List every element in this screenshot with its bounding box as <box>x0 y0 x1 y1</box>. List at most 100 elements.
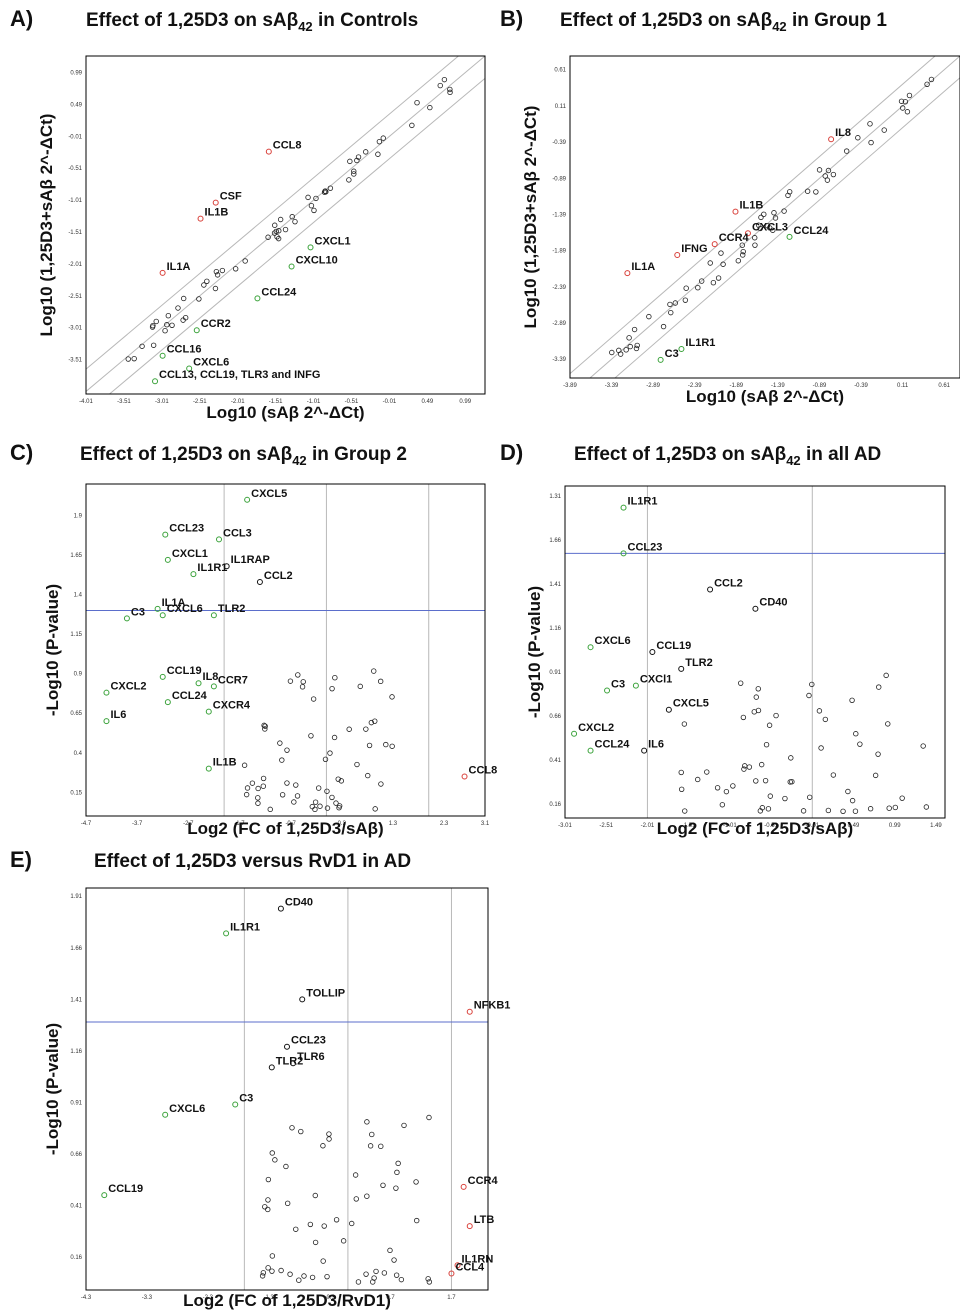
x-tick-label: -4.01 <box>79 399 93 405</box>
data-point <box>757 225 763 232</box>
data-point <box>150 322 156 329</box>
point-label: CD40 <box>759 597 787 609</box>
data-point <box>902 99 909 105</box>
data-point <box>335 776 341 782</box>
data-point <box>262 726 268 732</box>
labelled-point <box>307 244 314 251</box>
y-tick-label: 1.4 <box>74 593 83 599</box>
point-label: CXCL6 <box>169 1103 205 1115</box>
data-point <box>364 1119 370 1125</box>
x-tick-label: -2.7 <box>183 821 194 827</box>
data-point <box>373 1268 379 1275</box>
x-tick-label: -3.7 <box>132 821 143 827</box>
data-point <box>324 1273 330 1280</box>
data-point <box>351 171 357 177</box>
data-point <box>427 104 433 111</box>
data-point <box>740 248 746 255</box>
labelled-point <box>299 996 306 1003</box>
data-point <box>315 785 322 791</box>
data-point <box>265 1265 271 1271</box>
point-label: CCL2 <box>714 577 743 589</box>
y-tick-label: -1.39 <box>552 212 566 218</box>
data-point <box>372 718 378 724</box>
x-axis-label: Log10 (sAβ 2^-ΔCt) <box>206 403 364 422</box>
point-label: CXCL1 <box>315 235 351 247</box>
x-tick-label: -0.3 <box>324 1295 335 1301</box>
data-point <box>212 285 219 292</box>
data-point <box>267 806 273 813</box>
data-point <box>329 794 335 801</box>
data-point <box>153 318 159 325</box>
labelled-point <box>711 241 718 248</box>
data-point <box>899 795 905 801</box>
data-point <box>346 726 352 732</box>
labelled-point <box>732 208 739 215</box>
data-point <box>698 278 705 284</box>
data-point <box>301 1273 307 1279</box>
x-axis-label: Log2 (FC of 1,25D3/RvD1) <box>183 1291 391 1310</box>
data-point <box>771 210 777 216</box>
data-point <box>683 285 689 291</box>
labelled-point <box>162 531 169 538</box>
point-label: TLR2 <box>276 1055 304 1067</box>
data-point <box>324 788 330 794</box>
point-label: CCL24 <box>794 225 830 237</box>
labelled-point <box>828 136 835 143</box>
data-point <box>924 81 930 87</box>
point-label: CCR7 <box>218 674 248 686</box>
point-label: C3 <box>131 606 145 618</box>
data-point <box>786 189 793 195</box>
labelled-point <box>193 327 200 334</box>
data-point <box>287 1271 293 1277</box>
point-label: CCL3 <box>223 527 252 539</box>
y-axis-label: Log10 (1,25D3+sAβ 2^-ΔCt) <box>37 114 56 337</box>
data-point <box>447 89 453 96</box>
data-point <box>255 800 261 806</box>
x-tick-label: -0.01 <box>383 399 397 405</box>
data-point <box>317 803 323 809</box>
labelled-point <box>210 612 217 619</box>
data-point <box>667 301 673 308</box>
data-point <box>311 207 317 214</box>
data-point <box>886 805 892 811</box>
data-point <box>310 696 317 702</box>
panel-letter: C) <box>10 440 33 465</box>
x-tick-label: 0.99 <box>889 823 901 829</box>
labelled-point <box>159 269 166 276</box>
data-point <box>125 356 131 362</box>
plot-frame <box>569 55 960 379</box>
diagonal-line <box>570 56 936 375</box>
point-label: CCL24 <box>595 739 631 751</box>
data-point <box>369 1131 375 1138</box>
data-point <box>377 678 384 685</box>
data-point <box>282 226 289 233</box>
data-point <box>368 719 375 726</box>
data-point <box>646 313 652 320</box>
data-point <box>169 322 175 328</box>
y-axis-label: -Log10 (P-value) <box>43 584 62 716</box>
data-point <box>277 740 283 746</box>
data-point <box>242 258 248 264</box>
labelled-point <box>205 708 212 715</box>
panel-title: Effect of 1,25D3 on sAβ42 in Group 2 <box>80 444 407 468</box>
data-point <box>767 793 774 799</box>
labelled-point <box>744 230 751 237</box>
data-point <box>284 780 290 786</box>
labelled-point <box>159 673 166 680</box>
data-point <box>269 1268 275 1274</box>
data-point <box>292 218 298 225</box>
y-tick-label: 0.99 <box>70 71 82 77</box>
point-label: CCL24 <box>261 286 297 298</box>
data-point <box>249 780 256 786</box>
x-tick-label: -3.89 <box>563 383 577 389</box>
x-tick-label: -1.51 <box>269 399 283 405</box>
y-tick-label: 0.9 <box>74 672 83 678</box>
data-point <box>800 808 807 814</box>
plot-area <box>86 888 488 1290</box>
data-point <box>150 342 157 348</box>
data-point <box>289 1125 295 1131</box>
data-point <box>175 305 181 311</box>
data-point <box>370 1279 376 1285</box>
labelled-point <box>707 586 714 593</box>
labelled-point <box>604 687 611 694</box>
